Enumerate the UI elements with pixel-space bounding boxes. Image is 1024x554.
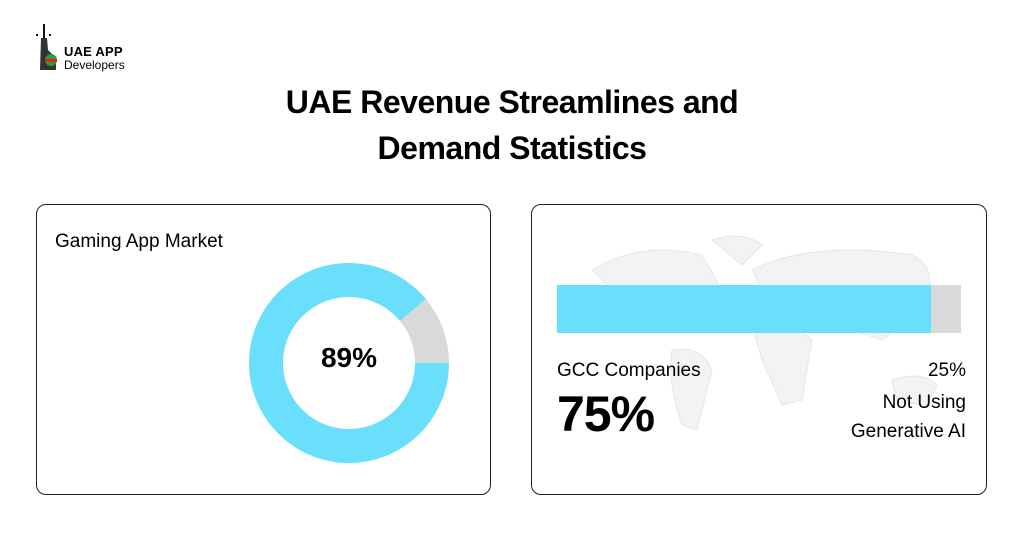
page-title-line2: Demand Statistics bbox=[377, 130, 647, 166]
bar-left-label: GCC Companies bbox=[557, 360, 701, 381]
donut-chart bbox=[249, 262, 449, 463]
logo: UAE APP Developers bbox=[34, 22, 134, 72]
donut-center-label: 89% bbox=[320, 342, 378, 373]
donut-slice-primary bbox=[249, 262, 449, 463]
page-title-line1: UAE Revenue Streamlines and bbox=[285, 84, 739, 120]
bar-left-value: 75% bbox=[557, 386, 655, 442]
gaming-market-card: Gaming App Market 89% bbox=[36, 204, 491, 495]
donut-slice-remainder bbox=[399, 299, 449, 363]
bar-right-value: 25% bbox=[927, 360, 966, 381]
bar-right-label-1: Not Using bbox=[882, 392, 966, 413]
chart-title: Gaming App Market bbox=[55, 231, 223, 252]
gcc-companies-card: GCC Companies 75% 25% Not Using Generati… bbox=[531, 204, 987, 495]
bar-track bbox=[557, 285, 961, 333]
bar-fill bbox=[557, 285, 931, 333]
logo-subtext: Developers bbox=[64, 58, 125, 72]
bar-right-label-2: Generative AI bbox=[850, 421, 966, 442]
logo-text: UAE APP bbox=[64, 44, 123, 59]
tower-logo-icon bbox=[36, 24, 57, 70]
